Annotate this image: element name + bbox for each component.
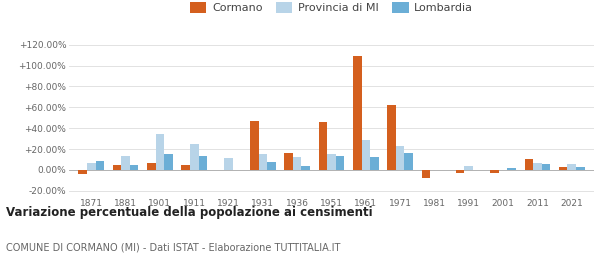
Bar	[259, 154, 267, 170]
Bar	[164, 154, 173, 170]
Bar	[456, 170, 464, 173]
Bar	[576, 167, 584, 170]
Bar	[396, 146, 404, 170]
Bar	[284, 153, 293, 170]
Bar	[370, 157, 379, 170]
Bar	[267, 162, 276, 170]
Bar	[250, 121, 259, 170]
Bar	[155, 134, 164, 170]
Bar	[130, 165, 139, 170]
Bar	[95, 160, 104, 170]
Bar	[190, 144, 199, 170]
Bar	[79, 170, 87, 174]
Bar	[568, 164, 576, 170]
Bar	[199, 156, 207, 170]
Bar	[422, 170, 430, 178]
Text: Variazione percentuale della popolazione ai censimenti: Variazione percentuale della popolazione…	[6, 206, 373, 219]
Bar	[181, 165, 190, 170]
Bar	[524, 160, 533, 170]
Bar	[508, 168, 516, 170]
Bar	[353, 56, 362, 170]
Bar	[293, 157, 301, 170]
Bar	[362, 140, 370, 170]
Bar	[336, 156, 344, 170]
Bar	[301, 166, 310, 170]
Bar	[113, 165, 121, 170]
Bar	[533, 163, 542, 170]
Bar	[542, 164, 550, 170]
Bar	[224, 158, 233, 170]
Bar	[327, 154, 336, 170]
Legend: Cormano, Provincia di MI, Lombardia: Cormano, Provincia di MI, Lombardia	[185, 0, 478, 18]
Text: COMUNE DI CORMANO (MI) - Dati ISTAT - Elaborazione TUTTITALIA.IT: COMUNE DI CORMANO (MI) - Dati ISTAT - El…	[6, 242, 340, 252]
Bar	[490, 170, 499, 173]
Bar	[464, 166, 473, 170]
Bar	[559, 167, 568, 170]
Bar	[147, 163, 155, 170]
Bar	[319, 122, 327, 170]
Bar	[404, 153, 413, 170]
Bar	[87, 163, 95, 170]
Bar	[121, 156, 130, 170]
Bar	[387, 105, 396, 170]
